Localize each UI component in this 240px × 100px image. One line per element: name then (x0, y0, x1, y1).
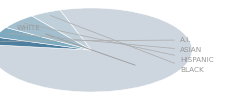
Text: A.I.: A.I. (0, 37, 192, 43)
Wedge shape (0, 37, 91, 50)
Wedge shape (32, 10, 91, 50)
Wedge shape (0, 8, 192, 92)
Wedge shape (6, 16, 91, 50)
Text: ASIAN: ASIAN (7, 33, 202, 53)
Text: WHITE: WHITE (17, 25, 135, 65)
Wedge shape (0, 28, 91, 50)
Text: HISPANIC: HISPANIC (24, 23, 214, 63)
Text: BLACK: BLACK (50, 15, 204, 73)
